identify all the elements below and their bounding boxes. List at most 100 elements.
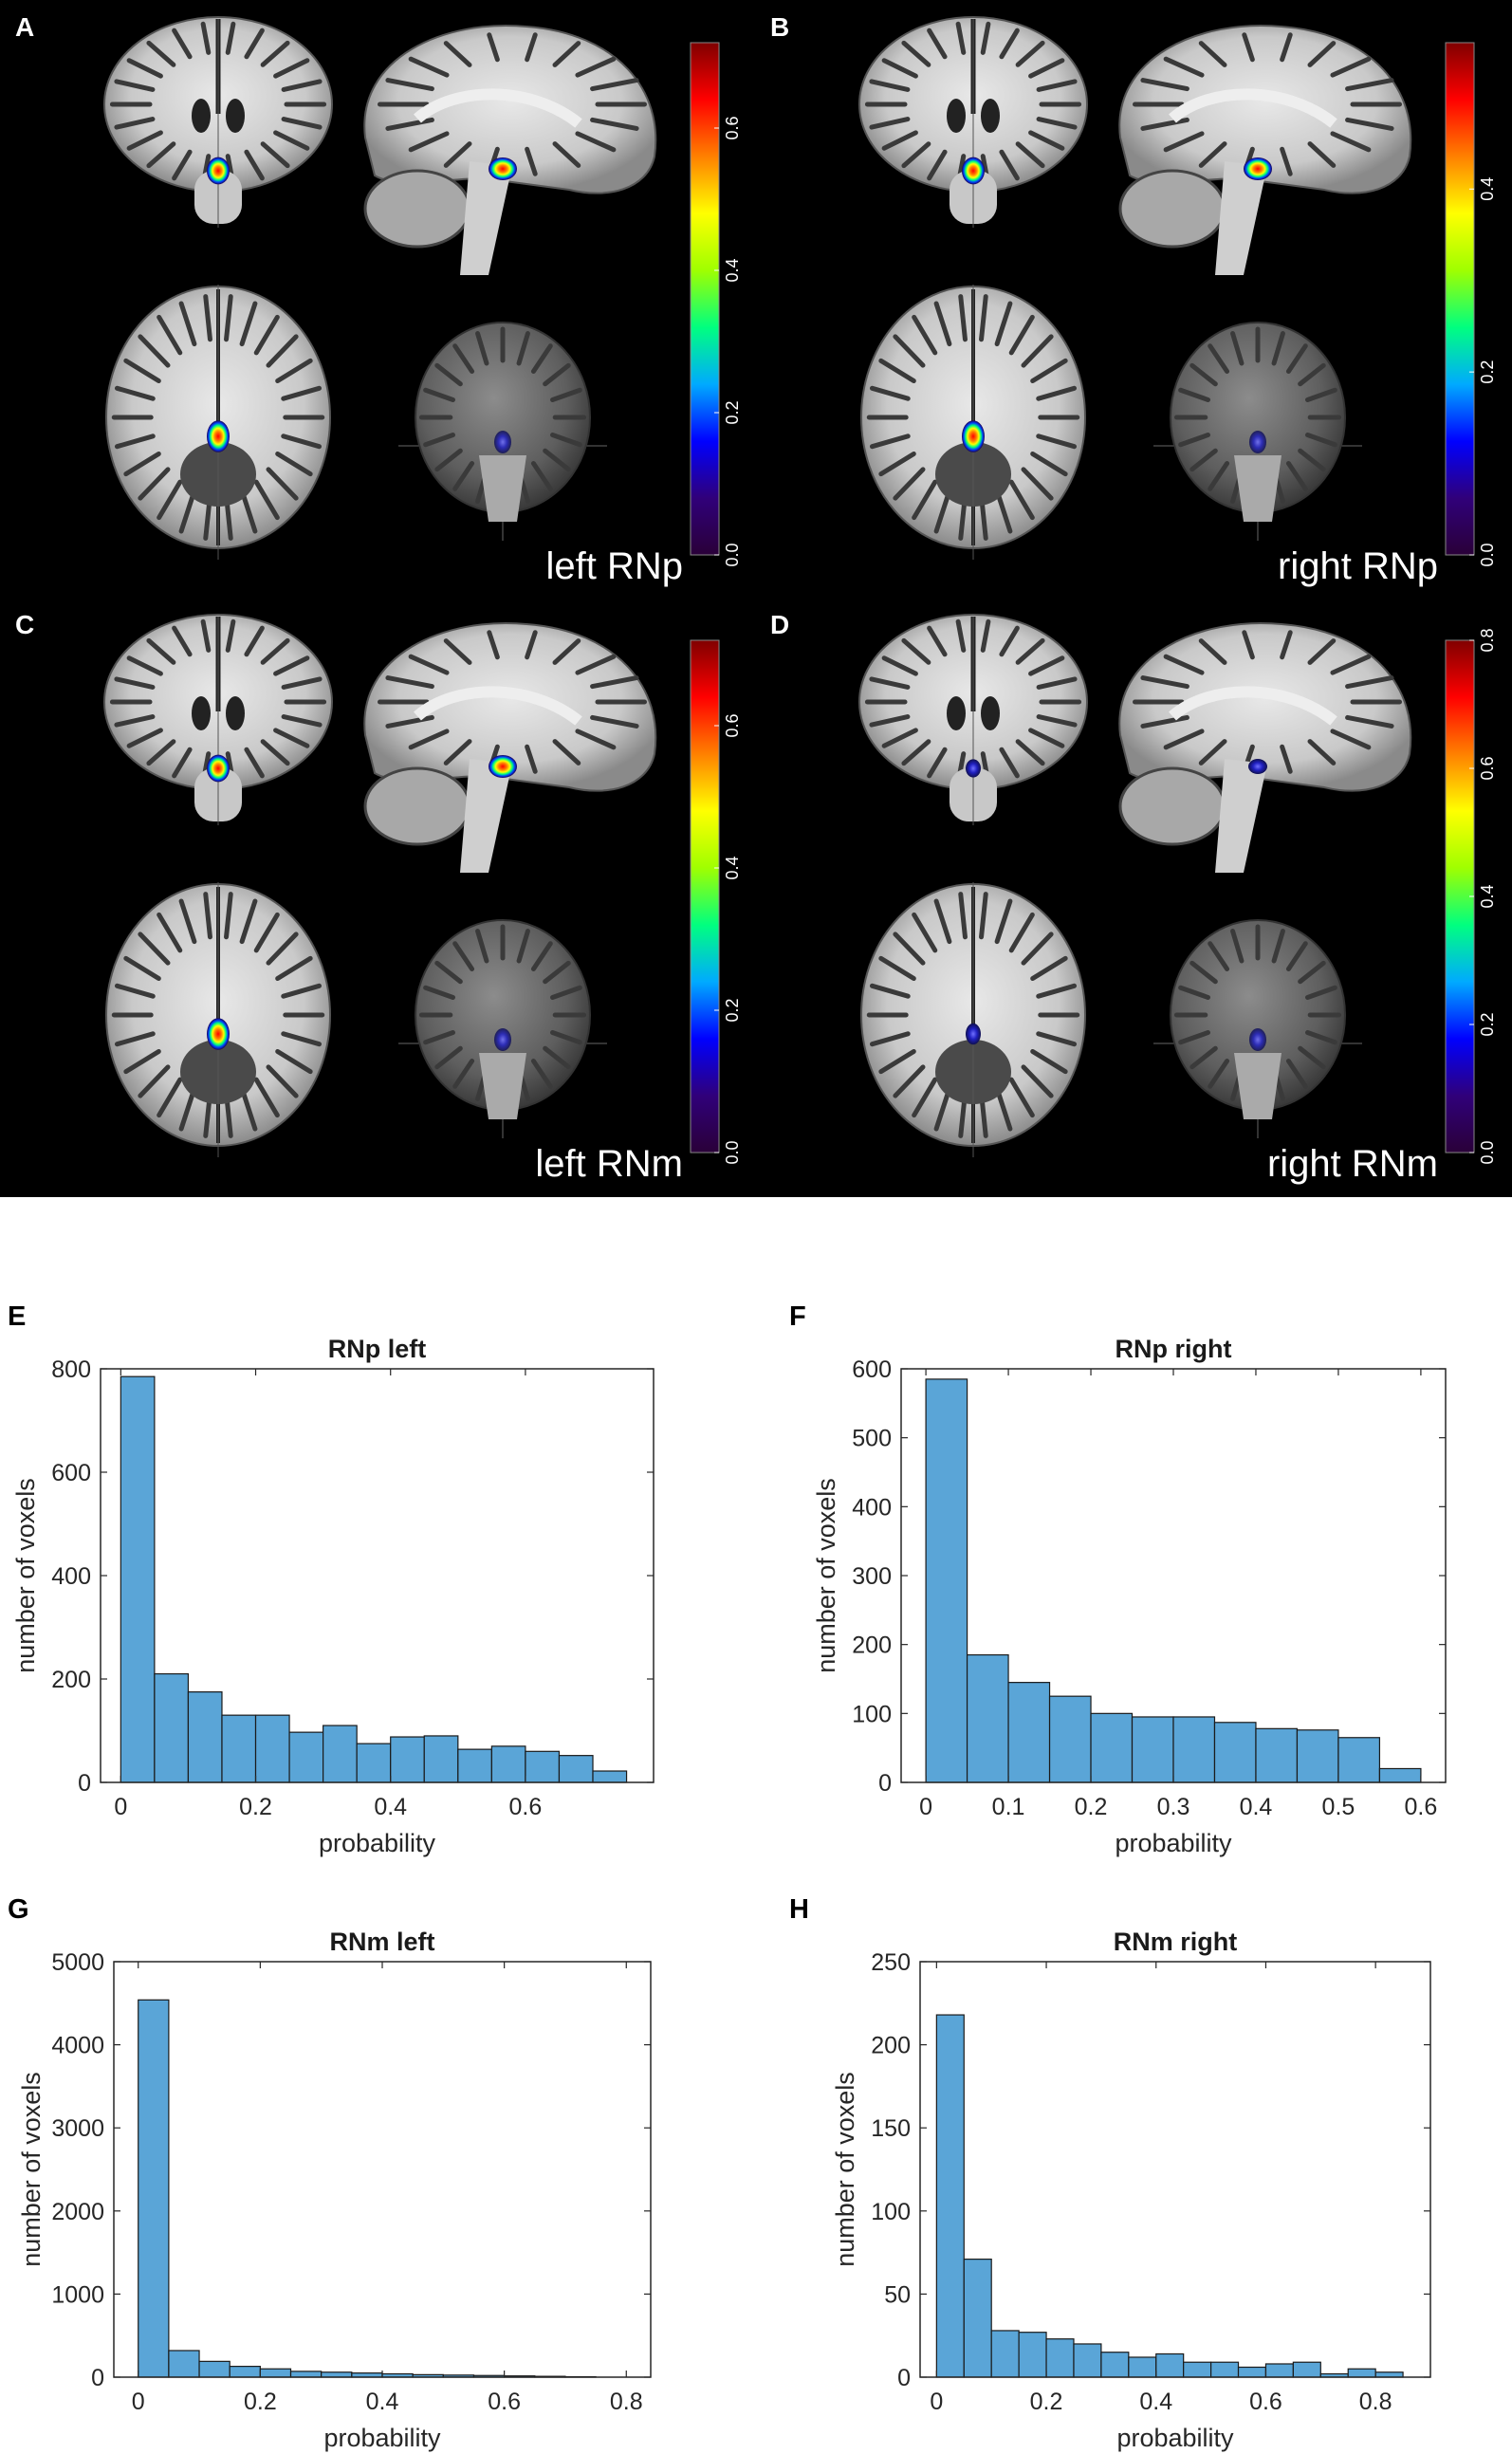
x-tick-label: 0.6 bbox=[1405, 1794, 1438, 1820]
x-tick-label: 0.8 bbox=[1359, 2389, 1392, 2415]
y-tick-label: 250 bbox=[871, 1949, 911, 1976]
histogram-bar bbox=[925, 1378, 968, 1783]
brain-3d-render bbox=[398, 322, 607, 541]
x-axis-label: probability bbox=[1115, 1829, 1232, 1857]
probability-blob-render bbox=[1249, 1028, 1266, 1051]
x-tick-label: 0.5 bbox=[1322, 1794, 1355, 1820]
histogram-bar bbox=[1045, 2338, 1075, 2378]
x-axis-label: probability bbox=[1116, 2424, 1234, 2452]
histogram-bar bbox=[1213, 1722, 1257, 1783]
panel-letter: D bbox=[770, 610, 789, 639]
y-tick-label: 100 bbox=[871, 2199, 911, 2225]
panel-letter: F bbox=[789, 1301, 806, 1332]
y-axis-label: number of voxels bbox=[11, 1478, 40, 1673]
histogram-bar bbox=[1210, 2361, 1240, 2378]
colorbar-tick-label: 0.8 bbox=[1478, 628, 1497, 652]
colorbar-tick-label: 0.2 bbox=[1478, 360, 1497, 384]
colorbar-tick-label: 0.4 bbox=[723, 258, 742, 282]
colorbar-gradient bbox=[1445, 42, 1475, 556]
y-tick-label: 400 bbox=[51, 1563, 91, 1590]
x-tick-label: 0.2 bbox=[1030, 2389, 1063, 2415]
histogram-bar bbox=[254, 1714, 290, 1783]
probability-blob-axial bbox=[962, 420, 985, 452]
x-tick-label: 0 bbox=[919, 1794, 932, 1820]
sagittal-slice bbox=[1118, 25, 1412, 275]
colorbar-tick-label: 0.4 bbox=[723, 856, 742, 879]
chart-title: RNm left bbox=[329, 1928, 434, 1956]
histogram-bar bbox=[221, 1714, 257, 1783]
chart-title: RNp left bbox=[328, 1335, 427, 1363]
colorbar-tick-label: 0.6 bbox=[723, 116, 742, 139]
colorbar-gradient bbox=[690, 42, 720, 556]
y-tick-label: 0 bbox=[91, 2365, 104, 2391]
panel-letter: H bbox=[789, 1894, 809, 1925]
x-tick-label: 0 bbox=[930, 2389, 943, 2415]
histogram-f: 0 0.1 0.2 0.3 0.4 0.5 0.6 0 100 200 300 400 500 600 RN… bbox=[789, 1301, 1447, 1857]
y-tick-label: 200 bbox=[852, 1633, 892, 1659]
histogram-h: 0 0.2 0.4 0.6 0.8 0 50 100 150 200 250 RNm right pro… bbox=[789, 1894, 1431, 2452]
colorbar-tick-label: 0.6 bbox=[723, 713, 742, 737]
probability-blob-axial bbox=[966, 1023, 981, 1045]
histogram-bar bbox=[1374, 2371, 1404, 2378]
panel-letter: G bbox=[8, 1894, 29, 1925]
histogram-bar bbox=[1237, 2366, 1267, 2378]
y-tick-label: 200 bbox=[871, 2033, 911, 2059]
y-axis-label: number of voxels bbox=[831, 2072, 859, 2267]
probability-blob-sagittal bbox=[489, 755, 517, 778]
histogram-bar bbox=[1183, 2361, 1212, 2378]
y-tick-label: 800 bbox=[51, 1356, 91, 1383]
y-tick-label: 0 bbox=[78, 1770, 91, 1797]
x-tick-label: 0 bbox=[114, 1794, 127, 1820]
histogram-bar bbox=[1018, 2332, 1047, 2378]
probability-blob-coronal bbox=[207, 754, 230, 783]
y-tick-label: 0 bbox=[878, 1770, 892, 1797]
histogram-bar bbox=[1128, 2356, 1157, 2378]
histogram-bar bbox=[1255, 1727, 1299, 1783]
histogram-bar bbox=[1172, 1716, 1216, 1783]
colorbar-tick-label: 0.0 bbox=[723, 543, 742, 566]
y-tick-label: 4000 bbox=[51, 2033, 104, 2059]
y-tick-label: 500 bbox=[852, 1426, 892, 1452]
histogram-g: 0 0.2 0.4 0.6 0.8 0 1000 2000 3000 4000 5000 RNm le… bbox=[8, 1894, 652, 2452]
histogram-bar bbox=[288, 1731, 324, 1783]
colorbar-tick-label: 0.0 bbox=[1478, 1140, 1497, 1164]
probability-blob-sagittal bbox=[1248, 759, 1267, 774]
y-tick-label: 3000 bbox=[51, 2115, 104, 2142]
probability-blob-render bbox=[1249, 431, 1266, 453]
panel-letter: E bbox=[8, 1301, 26, 1332]
y-axis-label: number of voxels bbox=[812, 1478, 840, 1673]
histogram-panels: 0 0.2 0.4 0.6 0 200 400 600 800 RNp left probabili… bbox=[8, 1301, 1447, 2452]
y-tick-label: 150 bbox=[871, 2115, 911, 2142]
histogram-bar bbox=[168, 2350, 200, 2378]
x-tick-label: 0.1 bbox=[992, 1794, 1025, 1820]
probability-blob-coronal bbox=[207, 157, 230, 185]
region-label: right RNm bbox=[1267, 1143, 1438, 1185]
histogram-bar bbox=[935, 2014, 965, 2378]
histogram-bar bbox=[1073, 2343, 1102, 2378]
probability-blob-sagittal bbox=[1244, 157, 1272, 180]
probability-blob-coronal bbox=[962, 157, 985, 185]
colorbar: 0.0 0.2 0.4 0.6 0.8 bbox=[1445, 628, 1497, 1165]
histogram-e: 0 0.2 0.4 0.6 0 200 400 600 800 RNp left probabili… bbox=[8, 1301, 655, 1857]
panel-letter: A bbox=[15, 12, 34, 42]
histogram-bar bbox=[1378, 1767, 1422, 1783]
axes-box bbox=[919, 1961, 1431, 2378]
region-label: right RNp bbox=[1278, 545, 1438, 587]
brain-3d-render bbox=[1153, 919, 1362, 1138]
colorbar-tick-label: 0.0 bbox=[723, 1140, 742, 1164]
probability-blob-coronal bbox=[966, 759, 981, 778]
histogram-bar bbox=[1264, 2363, 1294, 2378]
histogram-bar bbox=[259, 2368, 292, 2378]
histogram-bar bbox=[423, 1735, 459, 1783]
y-tick-label: 300 bbox=[852, 1563, 892, 1590]
y-tick-label: 2000 bbox=[51, 2199, 104, 2225]
histogram-bar bbox=[289, 2371, 323, 2378]
histogram-bar bbox=[457, 1748, 492, 1783]
y-tick-label: 200 bbox=[51, 1667, 91, 1693]
x-tick-label: 0.3 bbox=[1157, 1794, 1190, 1820]
histogram-bar bbox=[198, 2360, 230, 2378]
y-tick-label: 600 bbox=[51, 1460, 91, 1486]
